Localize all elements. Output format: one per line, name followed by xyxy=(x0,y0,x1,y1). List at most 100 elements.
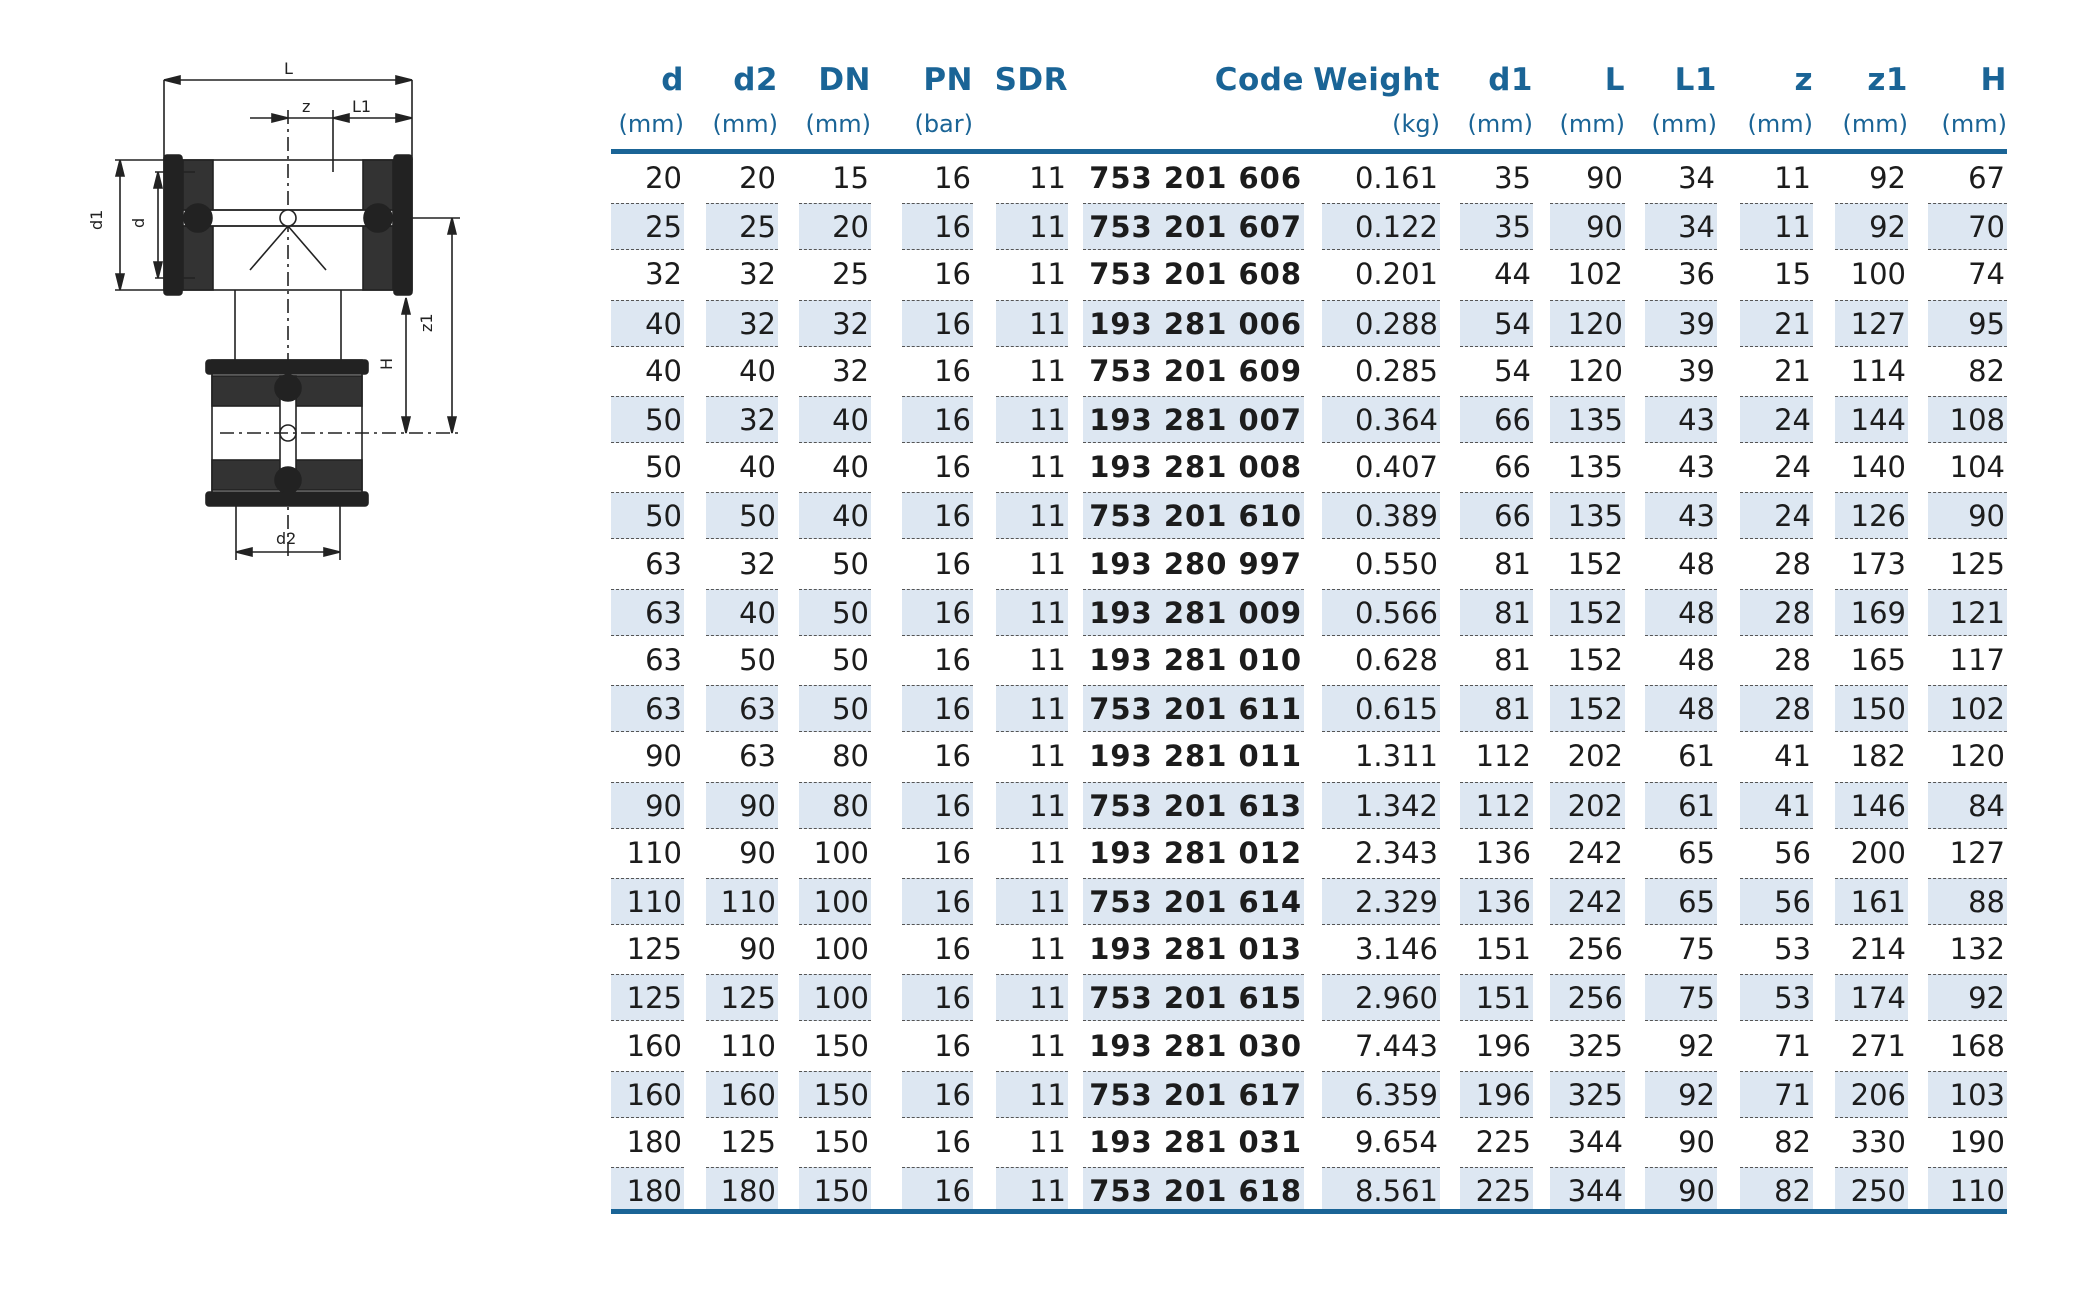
cell-d: 50 xyxy=(611,396,684,443)
cell-pn: 16 xyxy=(902,299,973,347)
cell-d: 20 xyxy=(645,161,682,195)
cell-d2: 125 xyxy=(720,1125,776,1159)
cell-sdr: 11 xyxy=(1029,1028,1066,1063)
cell-code: 753 201 618 xyxy=(1083,1167,1304,1215)
cell-z: 71 xyxy=(1740,1070,1813,1118)
cell-d: 110 xyxy=(611,878,684,925)
cell-sdr: 11 xyxy=(996,203,1068,251)
cell-sdr: 11 xyxy=(1029,257,1066,292)
cell-d1: 225 xyxy=(1460,1167,1533,1215)
column-label: PN xyxy=(923,62,973,98)
cell-z1: 250 xyxy=(1835,1167,1908,1215)
cell-pn: 16 xyxy=(902,396,973,443)
cell-z: 82 xyxy=(1740,1167,1813,1215)
table-row: 90 63 80 16 11 193 281 011 1.311 112 202 61 41 182 1… xyxy=(611,733,2011,781)
cell-code: 193 281 030 xyxy=(1089,1028,1302,1063)
cell-l: 325 xyxy=(1550,1070,1625,1118)
cell-l: 256 xyxy=(1567,932,1623,967)
cell-h: 95 xyxy=(1928,299,2007,347)
cell-code: 753 201 609 xyxy=(1089,353,1302,388)
column-unit: (bar) xyxy=(914,110,973,138)
cell-pn: 16 xyxy=(934,353,971,388)
cell-weight: 9.654 xyxy=(1354,1125,1438,1159)
cell-d2: 25 xyxy=(706,203,778,251)
column-label: d1 xyxy=(1488,62,1533,98)
column-unit: (mm) xyxy=(1941,110,2007,138)
cell-weight: 0.407 xyxy=(1354,450,1438,485)
cell-z: 41 xyxy=(1740,781,1813,829)
cell-pn: 16 xyxy=(934,643,971,677)
cell-l: 242 xyxy=(1550,878,1625,925)
cell-code: 193 280 997 xyxy=(1089,546,1302,581)
cell-z: 56 xyxy=(1740,878,1813,925)
cell-d2: 90 xyxy=(706,781,778,829)
cell-d2: 180 xyxy=(706,1167,778,1215)
cell-l: 202 xyxy=(1567,739,1623,774)
cell-z: 21 xyxy=(1774,353,1811,388)
cell-z: 28 xyxy=(1774,546,1811,581)
dim-label-z1: z1 xyxy=(417,313,436,332)
cell-pn: 16 xyxy=(902,203,973,251)
cell-d1: 35 xyxy=(1460,203,1533,251)
column-unit: (mm) xyxy=(1651,110,1717,138)
column-header-l: L (mm) xyxy=(1550,58,1625,150)
column-label: L xyxy=(1604,62,1625,98)
cell-l1: 43 xyxy=(1678,450,1715,485)
cell-dn: 150 xyxy=(813,1028,869,1063)
cell-d: 90 xyxy=(611,781,684,829)
cell-dn: 80 xyxy=(832,739,869,774)
table-row: 20 20 15 16 11 753 201 606 0.161 35 90 34 11 92 67 xyxy=(611,155,2011,203)
cell-l1: 48 xyxy=(1645,685,1717,733)
cell-l: 135 xyxy=(1550,492,1625,540)
cell-z1: 140 xyxy=(1850,450,1906,485)
cell-l1: 75 xyxy=(1645,974,1717,1022)
cell-d: 180 xyxy=(611,1167,684,1215)
cell-weight: 2.343 xyxy=(1354,835,1438,870)
cell-d: 110 xyxy=(626,835,682,870)
cell-z1: 173 xyxy=(1850,546,1906,581)
cell-d1: 112 xyxy=(1475,739,1531,774)
cell-pn: 16 xyxy=(902,1070,973,1118)
cell-dn: 100 xyxy=(813,835,869,870)
cell-z: 71 xyxy=(1774,1028,1811,1063)
cell-weight: 0.550 xyxy=(1354,546,1438,581)
cell-dn: 100 xyxy=(799,974,871,1022)
cell-d1: 54 xyxy=(1494,353,1531,388)
table-row: 50 50 40 16 11 753 201 610 0.389 66 135 43 24 126 90 xyxy=(611,492,2011,540)
cell-d2: 110 xyxy=(706,878,778,925)
cell-d1: 54 xyxy=(1460,299,1533,347)
cell-weight: 0.628 xyxy=(1354,643,1438,677)
cell-z: 15 xyxy=(1774,257,1811,292)
cell-weight: 2.960 xyxy=(1322,974,1440,1022)
column-label: d2 xyxy=(733,62,778,98)
table-row: 125 90 100 16 11 193 281 013 3.146 151 256 75 53 21… xyxy=(611,926,2011,974)
column-unit: (mm) xyxy=(1467,110,1533,138)
cell-d2: 40 xyxy=(739,450,776,485)
cell-d: 50 xyxy=(645,450,682,485)
cell-z1: 271 xyxy=(1850,1028,1906,1063)
cell-h: 108 xyxy=(1928,396,2007,443)
cell-pn: 16 xyxy=(902,781,973,829)
cell-weight: 3.146 xyxy=(1354,932,1438,967)
cell-l1: 48 xyxy=(1678,546,1715,581)
cell-weight: 0.566 xyxy=(1322,588,1440,636)
table-row: 32 32 25 16 11 753 201 608 0.201 44 102 36 15 100 74 xyxy=(611,251,2011,299)
cell-d2: 50 xyxy=(706,492,778,540)
table-row: 40 40 32 16 11 753 201 609 0.285 54 120 39 21 114 82 xyxy=(611,348,2011,396)
cell-d2: 50 xyxy=(739,643,776,677)
cell-pn: 16 xyxy=(902,588,973,636)
cell-code: 193 281 007 xyxy=(1083,396,1304,443)
cell-dn: 40 xyxy=(799,492,871,540)
column-unit: (mm) xyxy=(1559,110,1625,138)
cell-h: 82 xyxy=(1968,353,2005,388)
cell-d: 125 xyxy=(626,932,682,967)
cell-h: 102 xyxy=(1928,685,2007,733)
cell-h: 110 xyxy=(1928,1167,2007,1215)
cell-pn: 16 xyxy=(934,161,971,195)
cell-d1: 66 xyxy=(1494,450,1531,485)
dim-label-d1: d1 xyxy=(87,210,106,230)
cell-h: 104 xyxy=(1949,450,2005,485)
cell-l1: 65 xyxy=(1678,835,1715,870)
cell-h: 74 xyxy=(1968,257,2005,292)
cell-dn: 15 xyxy=(832,161,869,195)
